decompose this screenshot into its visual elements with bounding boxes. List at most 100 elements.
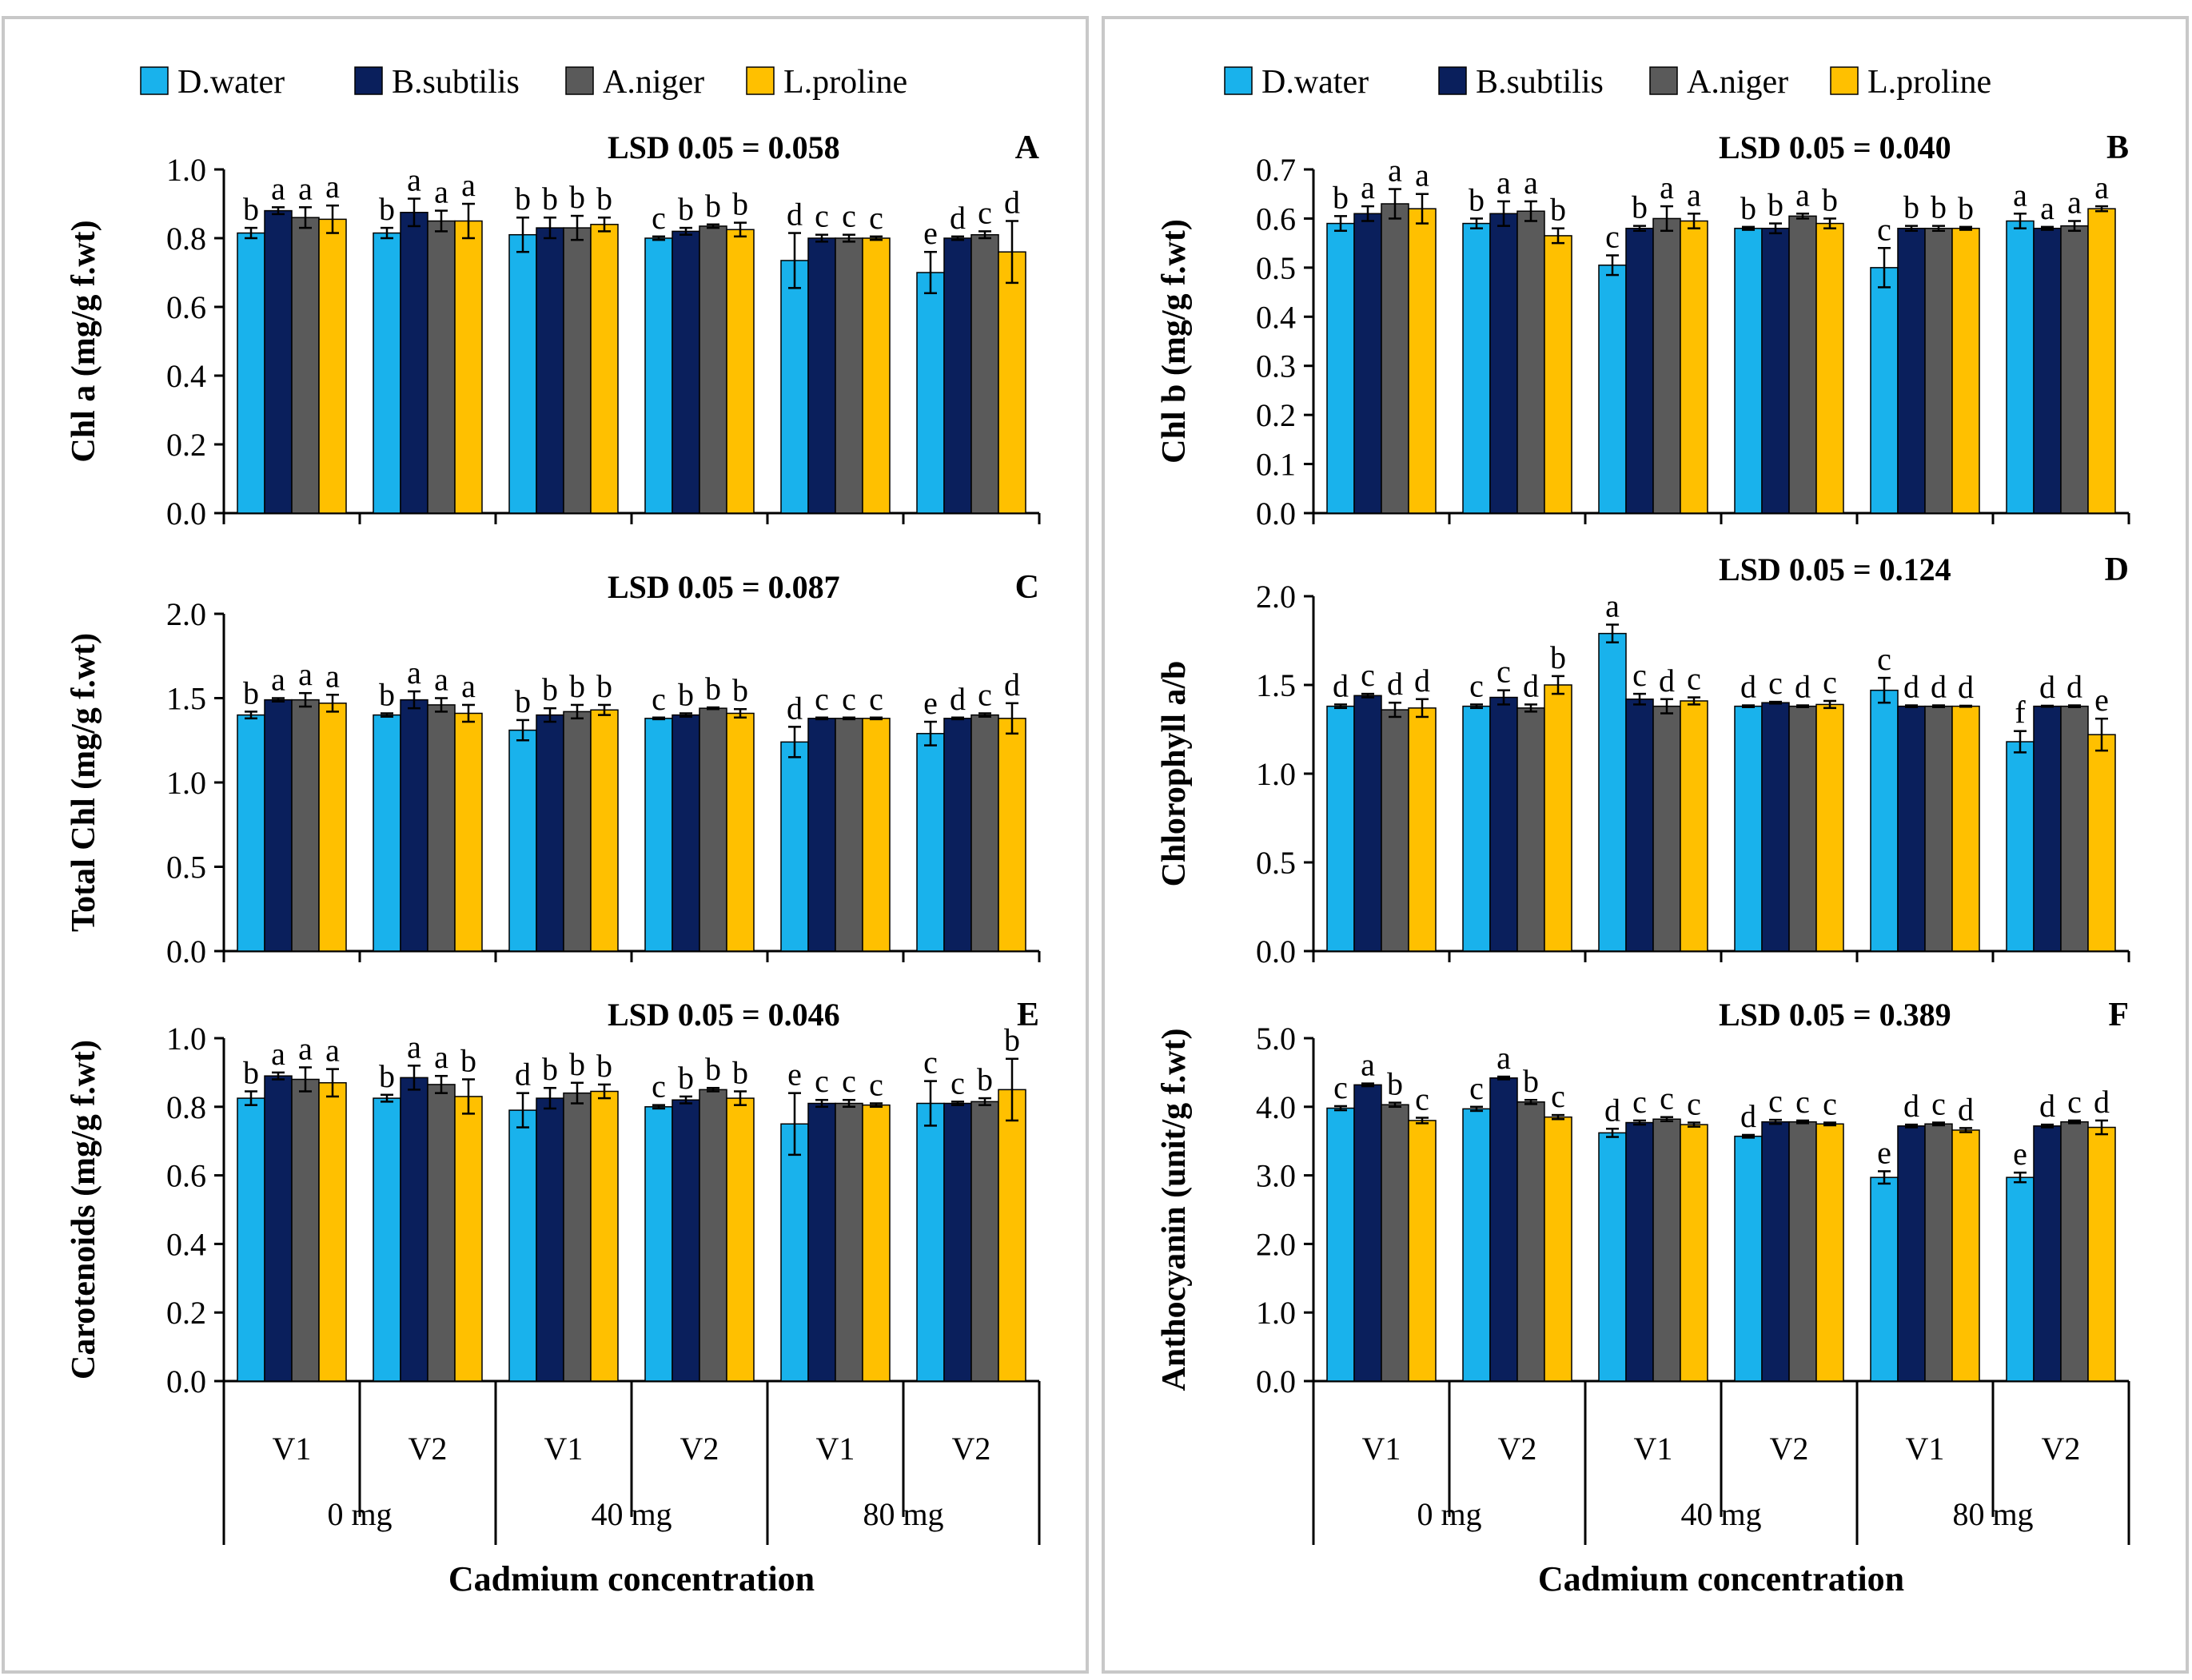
significance-letter: d (2066, 669, 2082, 705)
bar-b-subtilis (1353, 1084, 1382, 1382)
bar-l-proline (1544, 684, 1572, 952)
significance-letter: a (325, 1033, 340, 1069)
significance-letter: b (243, 191, 259, 227)
lsd-label: LSD 0.05 = 0.046 (608, 997, 840, 1033)
bar-l-proline (862, 718, 891, 952)
significance-letter: a (407, 1029, 421, 1065)
significance-letter: d (787, 690, 803, 726)
y-axis-title: Anthocyanin (unit/g f.wt) (1156, 1029, 1193, 1391)
bar-l-proline (1815, 1123, 1844, 1382)
significance-letter: b (542, 671, 558, 707)
bar-l-proline (862, 1104, 891, 1382)
significance-letter: b (569, 179, 585, 215)
y-tick-label: 0.6 (166, 1158, 206, 1194)
y-tick-label: 0.0 (1256, 934, 1296, 969)
significance-letter: b (977, 1061, 993, 1097)
concentration-label: 80 mg (863, 1496, 943, 1532)
bar-a-niger (970, 1101, 999, 1382)
bar-a-niger (1516, 1101, 1545, 1382)
significance-letter: d (1958, 669, 1974, 705)
bar-a-niger (291, 699, 320, 952)
significance-letter: b (705, 671, 721, 707)
significance-letter: c (815, 1063, 829, 1099)
right-column-frame (1102, 16, 2189, 1674)
significance-letter: a (2013, 177, 2027, 213)
legend-swatch-d-water (140, 66, 169, 95)
bar-a-niger (563, 1092, 592, 1382)
bar-a-niger (1924, 227, 1953, 514)
significance-letter: c (652, 681, 666, 717)
significance-letter: b (542, 181, 558, 217)
significance-letter: b (515, 181, 531, 217)
bar-b-subtilis (1353, 695, 1382, 952)
bar-b-subtilis (1353, 213, 1382, 514)
bar-b-subtilis (1625, 227, 1654, 514)
significance-letter: c (1877, 641, 1891, 677)
bar-l-proline (2087, 1126, 2116, 1382)
significance-letter: a (1660, 169, 1674, 205)
chart-C: 0.00.51.01.52.0b b b c d ea a b b c da a b b c ca a b b c dL… (66, 569, 1041, 969)
significance-letter: b (1550, 639, 1566, 675)
significance-letter: d (1958, 1091, 1974, 1127)
y-tick-label: 0.2 (1256, 397, 1296, 433)
significance-letter: c (1823, 1086, 1837, 1122)
significance-letter: c (1768, 1083, 1783, 1119)
significance-letter: d (515, 1057, 531, 1093)
legend-label: B.subtilis (392, 64, 520, 101)
significance-letter: d (1523, 667, 1539, 703)
bar-d-water (2006, 1176, 2035, 1382)
lsd-label: LSD 0.05 = 0.087 (608, 569, 840, 605)
bar-d-water (237, 1097, 265, 1382)
bar-d-water (508, 233, 537, 514)
bar-d-water (1734, 227, 1763, 514)
significance-letter: b (732, 186, 748, 222)
y-tick-label: 0.0 (166, 1364, 206, 1399)
bar-a-niger (1788, 705, 1817, 952)
bar-b-subtilis (1897, 1125, 1926, 1382)
significance-letter: c (1768, 665, 1783, 701)
concentration-label: 80 mg (1952, 1496, 2033, 1532)
bar-a-niger (699, 225, 727, 514)
significance-letter: b (1632, 189, 1648, 225)
y-tick-label: 0.6 (1256, 201, 1296, 237)
bar-b-subtilis (264, 1075, 293, 1382)
bar-d-water (1870, 1176, 1899, 1382)
y-tick-label: 0.0 (1256, 496, 1296, 531)
bar-l-proline (1408, 208, 1437, 514)
significance-letter: c (1795, 1084, 1810, 1120)
lsd-label: LSD 0.05 = 0.124 (1719, 551, 1951, 587)
significance-letter: c (1551, 1078, 1565, 1114)
bar-l-proline (1680, 700, 1708, 952)
y-tick-label: 0.5 (1256, 845, 1296, 881)
bar-a-niger (835, 237, 863, 514)
significance-letter: e (923, 215, 938, 251)
bar-a-niger (970, 233, 999, 514)
significance-letter: b (542, 1051, 558, 1087)
significance-letter: c (1823, 664, 1837, 700)
significance-letter: e (2094, 682, 2109, 718)
y-tick-label: 1.0 (1256, 1295, 1296, 1331)
bar-l-proline (726, 1097, 755, 1382)
bar-d-water (237, 232, 265, 514)
significance-letter: b (515, 683, 531, 719)
significance-letter: c (842, 681, 856, 717)
legend-label: A.niger (603, 64, 704, 101)
bar-a-niger (1516, 210, 1545, 514)
bar-d-water (1326, 1107, 1355, 1382)
significance-letter: a (298, 1030, 313, 1066)
charts: 0.00.20.40.60.81.0b b bc dea ab b c da a b b c ca a b b… (66, 129, 2130, 1399)
significance-letter: b (379, 1058, 395, 1094)
bar-l-proline (726, 712, 755, 952)
y-tick-label: 1.5 (1256, 667, 1296, 703)
bar-b-subtilis (536, 714, 564, 952)
significance-letter: e (787, 1057, 802, 1093)
y-tick-label: 2.0 (166, 596, 206, 632)
y-tick-label: 1.0 (166, 765, 206, 801)
y-tick-label: 0.5 (1256, 250, 1296, 286)
significance-letter: b (1958, 190, 1974, 226)
bar-d-water (1734, 705, 1763, 952)
lsd-label: LSD 0.05 = 0.389 (1719, 997, 1951, 1033)
bar-l-proline (454, 220, 483, 514)
significance-letter: c (1497, 654, 1511, 690)
significance-letter: c (1415, 1081, 1429, 1117)
